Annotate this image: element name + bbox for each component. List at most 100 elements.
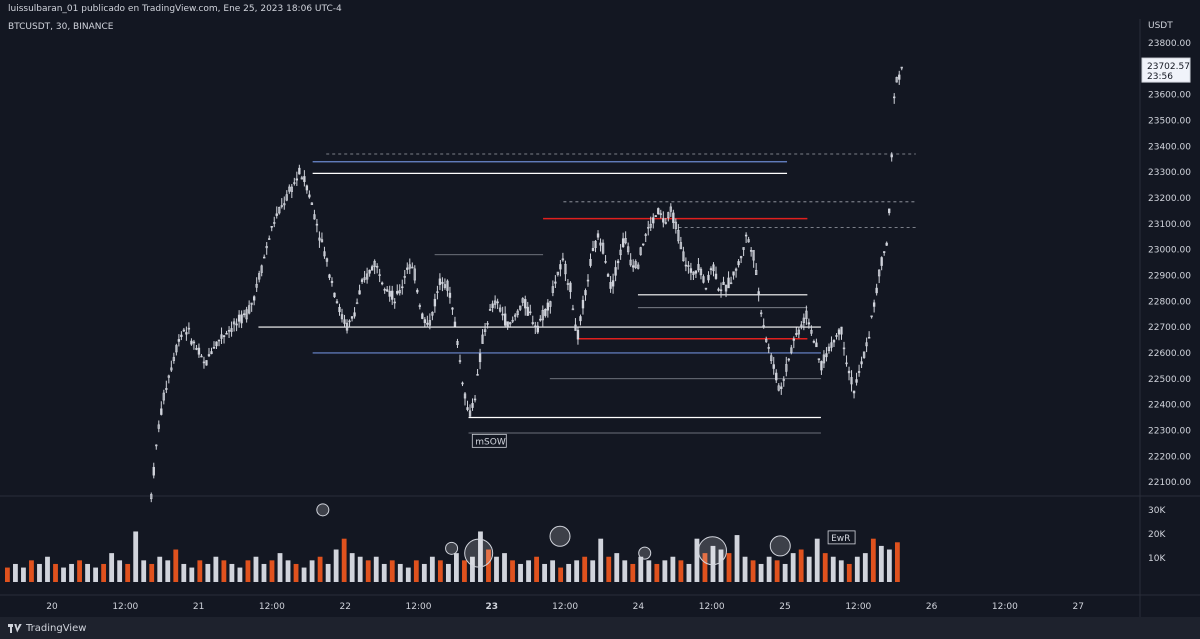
volume-bar	[742, 556, 748, 582]
candle-body	[250, 302, 253, 305]
candle-body	[797, 329, 801, 335]
candle-body	[524, 299, 527, 309]
volume-bar	[85, 563, 90, 582]
candle-body	[780, 386, 783, 389]
candle-body	[697, 264, 700, 271]
annotation-box	[471, 433, 507, 448]
candle-body	[360, 279, 364, 282]
price-chart[interactable]: 23800.0023700.0023600.0023500.0023400.00…	[0, 0, 1200, 617]
candle-body	[310, 202, 314, 206]
annotation-text: EwR	[831, 534, 850, 544]
time-tick-label: 24	[633, 602, 645, 612]
time-tick-label: 26	[926, 602, 938, 612]
candle-body	[210, 351, 213, 355]
candle-body	[667, 212, 670, 219]
candle-body	[242, 313, 246, 316]
candle-body	[383, 289, 386, 291]
volume-bar	[822, 553, 828, 582]
candle-body	[217, 339, 221, 342]
candle-body	[245, 309, 248, 320]
price-tick-label: 22100.00	[1148, 478, 1191, 488]
candle-body	[340, 314, 344, 320]
volume-bar	[622, 560, 628, 582]
candle-body	[714, 273, 718, 279]
volume-bar	[173, 549, 179, 582]
volume-bar	[53, 563, 58, 582]
volume-bar	[878, 545, 884, 582]
candle-body	[190, 340, 193, 345]
candle-body	[521, 298, 524, 303]
volume-bar	[413, 560, 419, 582]
volume-bar	[445, 563, 451, 582]
candle-body	[699, 268, 703, 276]
candle-countdown: 23:56	[1147, 72, 1173, 82]
candle-body	[290, 186, 293, 192]
volume-bar	[253, 556, 259, 582]
candle-body	[815, 342, 818, 348]
candle-body	[546, 302, 550, 311]
candle-body	[230, 328, 233, 332]
candle-body	[672, 212, 675, 223]
candle-body	[180, 334, 183, 337]
candle-body	[406, 267, 409, 270]
time-tick-label: 12:00	[845, 602, 871, 612]
candle-body	[544, 309, 547, 316]
volume-bar	[646, 560, 652, 582]
candle-body	[611, 280, 615, 287]
candle-body	[192, 341, 196, 344]
candle-body	[486, 323, 489, 325]
volume-bar	[245, 560, 251, 582]
candle-body	[468, 410, 472, 417]
candle-body	[642, 243, 645, 246]
candle-body	[649, 223, 652, 228]
candle-body	[503, 313, 507, 326]
candle-body	[589, 258, 592, 266]
candle-body	[448, 292, 452, 298]
candle-body	[566, 283, 570, 285]
candle-body	[807, 322, 811, 325]
volume-bar	[261, 563, 267, 582]
candle-body	[860, 361, 863, 365]
candle-body	[288, 186, 291, 192]
volume-bar	[237, 567, 243, 582]
candle-body	[403, 276, 406, 278]
volume-bar	[437, 560, 443, 582]
volume-bar	[93, 567, 99, 582]
candle-body	[574, 324, 577, 331]
volume-tick-label: 10K	[1148, 554, 1166, 564]
candle-body	[790, 347, 793, 353]
price-tick-label: 23500.00	[1148, 116, 1191, 126]
candle-body	[205, 360, 208, 366]
candle-body	[893, 96, 896, 99]
volume-bar	[854, 556, 860, 582]
volume-bar	[109, 553, 115, 582]
time-tick-label: 21	[193, 602, 204, 612]
candle-body	[483, 329, 487, 332]
volume-highlight-circle	[464, 538, 494, 568]
volume-bar	[13, 563, 18, 582]
candle-body	[606, 274, 610, 277]
volume-bar	[229, 563, 235, 582]
candle-body	[576, 329, 580, 340]
price-tick-label: 22900.00	[1148, 271, 1191, 281]
candle-body	[197, 347, 201, 355]
volume-bar	[341, 538, 347, 582]
candle-body	[762, 325, 765, 327]
candle-body	[416, 289, 419, 293]
candle-body	[787, 358, 790, 361]
candle-body	[268, 238, 271, 240]
candle-body	[478, 353, 482, 363]
candle-body	[539, 318, 542, 321]
volume-bar	[117, 560, 123, 582]
candle-body	[586, 279, 590, 282]
candle-body	[451, 307, 454, 310]
candle-body	[822, 354, 826, 364]
candle-body	[300, 177, 304, 180]
candle-body	[559, 264, 562, 270]
candle-body	[591, 248, 595, 251]
candle-body	[378, 274, 381, 276]
volume-tick-label: 20K	[1148, 530, 1166, 540]
candle-body	[599, 242, 602, 246]
volume-bar	[590, 560, 596, 582]
candle-body	[491, 303, 494, 309]
